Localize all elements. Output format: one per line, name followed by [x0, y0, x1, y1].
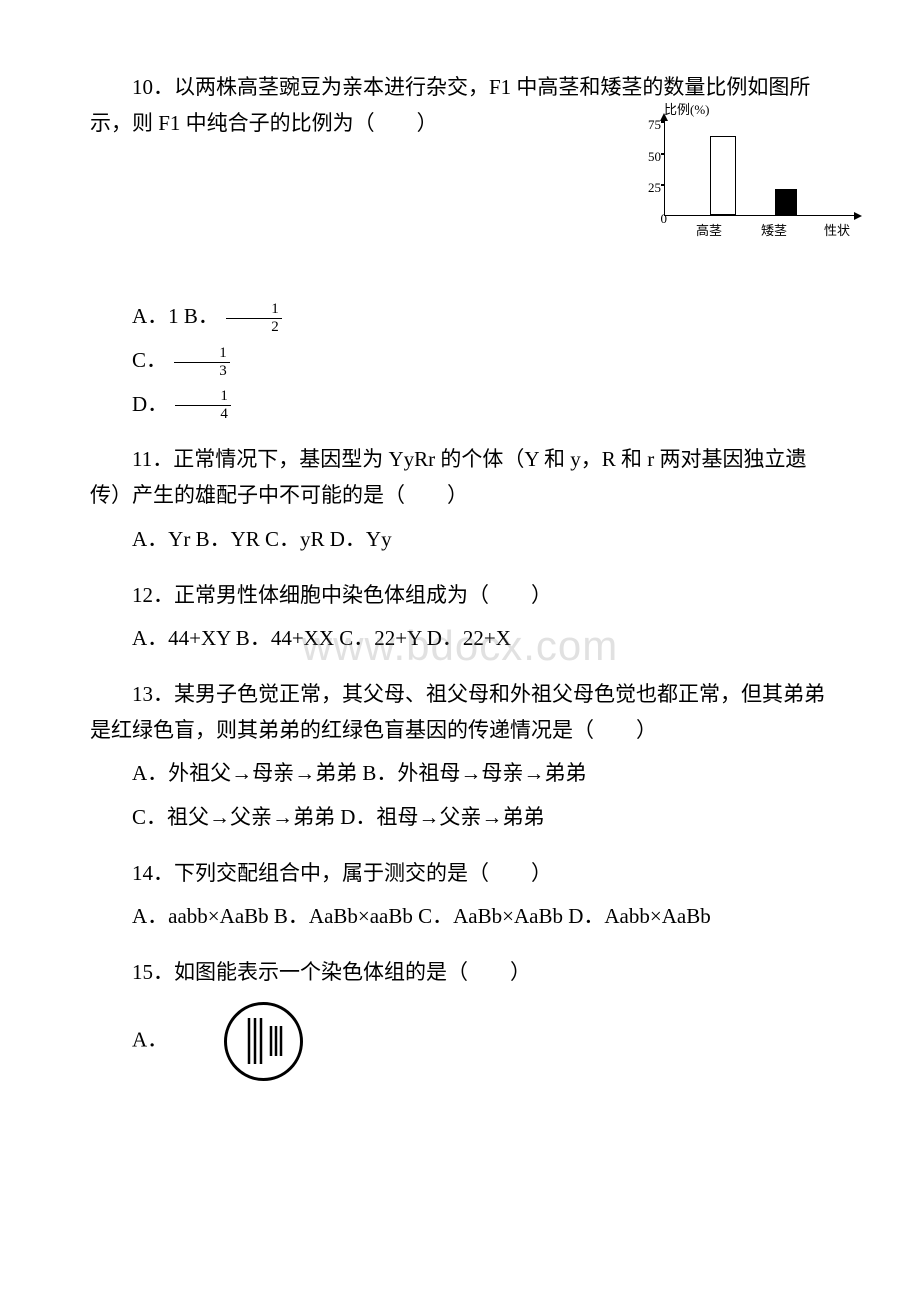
bar-short	[775, 189, 797, 215]
xcat-short: 矮茎	[761, 220, 787, 242]
q15-text: 15．如图能表示一个染色体组的是（ ）	[90, 955, 830, 991]
q10-optD: D．	[132, 392, 168, 416]
xcat-tall: 高茎	[696, 220, 722, 242]
x-axis-arrow	[854, 212, 862, 220]
ytick	[661, 153, 665, 155]
q15-opt-a: A．	[90, 999, 830, 1084]
q11-text: 11．正常情况下，基因型为 YyRr 的个体（Y 和 y，R 和 r 两对基因独…	[90, 442, 830, 513]
q10-chart: 比例(%) 75 50 25 0 高茎 矮茎 性状	[646, 105, 866, 245]
q13-opts-cd: C．祖父→父亲→弟弟 D．祖母→父亲→弟弟	[90, 800, 830, 836]
ytick-label: 0	[649, 208, 667, 230]
q13-text: 13．某男子色觉正常，其父母、祖父母和外祖父母色觉也都正常，但其弟弟是红绿色盲，…	[90, 677, 830, 748]
chart-axes: 75 50 25 0	[664, 121, 854, 216]
ytick-label: 50	[643, 146, 661, 168]
question-10: 比例(%) 75 50 25 0 高茎 矮茎 性状 10．以两株高茎豌豆为亲本进…	[90, 70, 830, 422]
bar-tall	[710, 136, 736, 215]
xcat-trait: 性状	[824, 220, 850, 242]
ytick	[661, 121, 665, 123]
y-axis-arrow	[660, 113, 668, 121]
ytick-label: 25	[643, 177, 661, 199]
q10-opt-c: C． 13	[90, 343, 830, 379]
ytick	[661, 184, 665, 186]
q12-text: 12．正常男性体细胞中染色体组成为（ ）	[90, 578, 830, 614]
q15-optA-label: A．	[132, 1027, 168, 1051]
q10-opt-d: D． 14	[90, 387, 830, 423]
question-13: 13．某男子色觉正常，其父母、祖父母和外祖父母色觉也都正常，但其弟弟是红绿色盲，…	[90, 677, 830, 836]
fraction-third: 13	[174, 346, 230, 379]
chromosome-circle-icon	[179, 999, 264, 1084]
fraction-quarter: 14	[175, 389, 231, 422]
q10-opt-ab: A．1 B． 12	[90, 299, 830, 335]
question-11: 11．正常情况下，基因型为 YyRr 的个体（Y 和 y，R 和 r 两对基因独…	[90, 442, 830, 557]
q10-optC: C．	[132, 348, 167, 372]
chart-ylabel: 比例(%)	[664, 99, 710, 121]
q13-opts-ab: A．外祖父→母亲→弟弟 B．外祖母→母亲→弟弟	[90, 756, 830, 792]
q14-text: 14．下列交配组合中，属于测交的是（ ）	[90, 856, 830, 892]
q12-opts: A．44+XY B．44+XX C．22+Y D．22+X	[90, 621, 830, 657]
question-12: 12．正常男性体细胞中染色体组成为（ ） A．44+XY B．44+XX C．2…	[90, 578, 830, 657]
question-15: 15．如图能表示一个染色体组的是（ ） A．	[90, 955, 830, 1084]
q14-opts: A．aabb×AaBb B．AaBb×aaBb C．AaBb×AaBb D．Aa…	[90, 899, 830, 935]
q10-optA: A．1 B．	[132, 304, 219, 328]
fraction-half: 12	[226, 302, 282, 335]
ytick-label: 75	[643, 114, 661, 136]
question-14: 14．下列交配组合中，属于测交的是（ ） A．aabb×AaBb B．AaBb×…	[90, 856, 830, 935]
q11-opts: A．Yr B．YR C．yR D．Yy	[90, 522, 830, 558]
